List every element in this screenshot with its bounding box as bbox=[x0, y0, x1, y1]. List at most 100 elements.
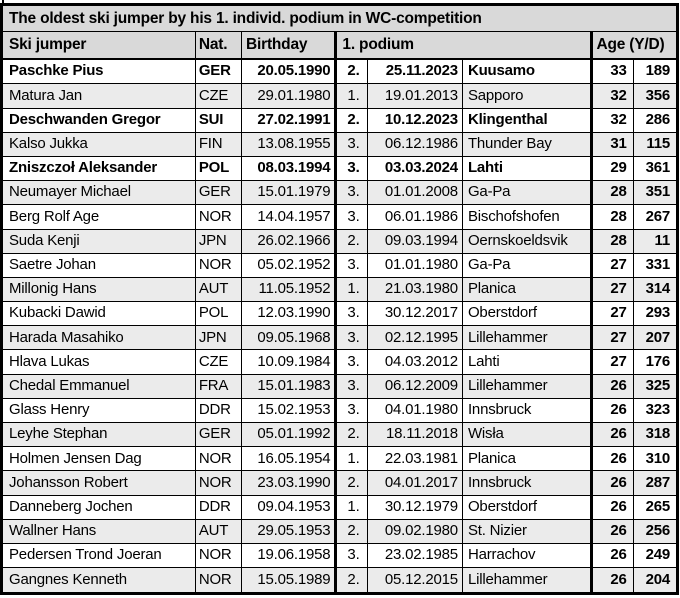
cell-age-days: 287 bbox=[632, 470, 679, 496]
table-row: Berg Rolf Age NOR 14.04.1957 3. 06.01.19… bbox=[1, 204, 679, 230]
cell-nationality: FRA bbox=[194, 373, 243, 399]
cell-podium-venue: St. Nizier bbox=[461, 518, 593, 544]
cell-age-years: 32 bbox=[590, 83, 634, 109]
table-row: Kalso Jukka FIN 13.08.1955 3. 06.12.1986… bbox=[1, 131, 679, 157]
cell-podium-place: 1. bbox=[335, 446, 368, 472]
cell-age-years: 26 bbox=[590, 518, 634, 544]
table-row: Chedal Emmanuel FRA 15.01.1983 3. 06.12.… bbox=[1, 373, 679, 399]
cell-podium-place: 1. bbox=[335, 276, 368, 303]
col-header-nationality: Nat. bbox=[194, 31, 243, 60]
cell-age-years: 27 bbox=[590, 301, 634, 327]
cell-birthday: 27.02.1991 bbox=[241, 107, 338, 133]
table-title: The oldest ski jumper by his 1. individ.… bbox=[1, 4, 678, 32]
cell-ski-jumper-name: Deschwanden Gregor bbox=[1, 107, 196, 133]
cell-podium-venue: Lahti bbox=[461, 349, 593, 375]
cell-birthday: 15.02.1953 bbox=[241, 397, 338, 424]
cell-nationality: POL bbox=[194, 301, 243, 327]
cell-podium-date: 06.12.1986 bbox=[366, 131, 463, 157]
cell-podium-date: 04.03.2012 bbox=[366, 349, 463, 375]
cell-age-days: 267 bbox=[632, 204, 679, 230]
cell-ski-jumper-name: Wallner Hans bbox=[1, 518, 196, 544]
cell-nationality: NOR bbox=[194, 567, 243, 594]
table-row: Neumayer Michael GER 15.01.1979 3. 01.01… bbox=[1, 180, 679, 206]
table-row: Gangnes Kenneth NOR 15.05.1989 2. 05.12.… bbox=[1, 567, 679, 594]
cell-age-years: 26 bbox=[590, 397, 634, 424]
cell-ski-jumper-name: Harada Masahiko bbox=[1, 325, 196, 351]
cell-birthday: 19.06.1958 bbox=[241, 542, 338, 569]
cell-ski-jumper-name: Kubacki Dawid bbox=[1, 301, 196, 327]
table-row: Glass Henry DDR 15.02.1953 3. 04.01.1980… bbox=[1, 397, 679, 424]
cell-age-years: 28 bbox=[590, 204, 634, 230]
cell-age-days: 189 bbox=[632, 58, 679, 85]
cell-podium-date: 02.12.1995 bbox=[366, 325, 463, 351]
cell-age-days: 176 bbox=[632, 349, 679, 375]
table-row: Saetre Johan NOR 05.02.1952 3. 01.01.198… bbox=[1, 252, 679, 278]
cell-nationality: CZE bbox=[194, 349, 243, 375]
cell-podium-date: 19.01.2013 bbox=[366, 83, 463, 109]
cell-age-days: 331 bbox=[632, 252, 679, 278]
cell-podium-place: 3. bbox=[335, 325, 368, 351]
cell-podium-date: 01.01.1980 bbox=[366, 252, 463, 278]
cell-podium-place: 3. bbox=[335, 252, 368, 278]
cell-nationality: JPN bbox=[194, 228, 243, 254]
cell-ski-jumper-name: Millonig Hans bbox=[1, 276, 196, 303]
cell-podium-venue: Oberstdorf bbox=[461, 494, 593, 520]
cell-nationality: GER bbox=[194, 58, 243, 85]
cell-age-days: 318 bbox=[632, 422, 679, 448]
cell-podium-date: 21.03.1980 bbox=[366, 276, 463, 303]
cell-nationality: NOR bbox=[194, 470, 243, 496]
cell-age-years: 31 bbox=[590, 131, 634, 157]
cell-podium-date: 05.12.2015 bbox=[366, 567, 463, 594]
cell-age-years: 27 bbox=[590, 276, 634, 303]
cell-podium-place: 3. bbox=[335, 131, 368, 157]
table-row: Harada Masahiko JPN 09.05.1968 3. 02.12.… bbox=[1, 325, 679, 351]
cell-podium-date: 30.12.1979 bbox=[366, 494, 463, 520]
cell-age-years: 27 bbox=[590, 349, 634, 375]
cell-podium-venue: Kuusamo bbox=[461, 58, 593, 85]
cell-ski-jumper-name: Saetre Johan bbox=[1, 252, 196, 278]
cell-ski-jumper-name: Paschke Pius bbox=[1, 58, 196, 85]
cell-podium-venue: Planica bbox=[461, 446, 593, 472]
cell-podium-date: 23.02.1985 bbox=[366, 542, 463, 569]
table-row: Pedersen Trond Joeran NOR 19.06.1958 3. … bbox=[1, 542, 679, 569]
cell-podium-venue: Innsbruck bbox=[461, 397, 593, 424]
cell-nationality: AUT bbox=[194, 276, 243, 303]
table-row: Wallner Hans AUT 29.05.1953 2. 09.02.198… bbox=[1, 518, 679, 544]
cell-birthday: 15.05.1989 bbox=[241, 567, 338, 594]
cell-podium-place: 3. bbox=[335, 180, 368, 206]
cell-podium-place: 3. bbox=[335, 349, 368, 375]
col-header-first-podium: 1. podium bbox=[335, 31, 593, 60]
cell-age-years: 28 bbox=[590, 180, 634, 206]
cell-podium-date: 06.12.2009 bbox=[366, 373, 463, 399]
table-body: Paschke Pius GER 20.05.1990 2. 25.11.202… bbox=[1, 58, 679, 594]
cell-ski-jumper-name: Zniszczoł Aleksander bbox=[1, 155, 196, 182]
cell-podium-venue: Klingenthal bbox=[461, 107, 593, 133]
cell-birthday: 10.09.1984 bbox=[241, 349, 338, 375]
cell-podium-date: 22.03.1981 bbox=[366, 446, 463, 472]
cell-podium-date: 04.01.2017 bbox=[366, 470, 463, 496]
cell-birthday: 05.01.1992 bbox=[241, 422, 338, 448]
cell-podium-place: 2. bbox=[335, 422, 368, 448]
cell-age-years: 26 bbox=[590, 446, 634, 472]
cell-podium-venue: Ga-Pa bbox=[461, 180, 593, 206]
cell-birthday: 13.08.1955 bbox=[241, 131, 338, 157]
table-row: Suda Kenji JPN 26.02.1966 2. 09.03.1994 … bbox=[1, 228, 679, 254]
cell-nationality: CZE bbox=[194, 83, 243, 109]
cell-nationality: GER bbox=[194, 422, 243, 448]
cell-podium-place: 2. bbox=[335, 58, 368, 85]
cell-age-days: 325 bbox=[632, 373, 679, 399]
col-header-ski-jumper: Ski jumper bbox=[1, 31, 196, 60]
cell-age-days: 323 bbox=[632, 397, 679, 424]
cell-birthday: 09.04.1953 bbox=[241, 494, 338, 520]
cell-birthday: 14.04.1957 bbox=[241, 204, 338, 230]
cell-birthday: 15.01.1983 bbox=[241, 373, 338, 399]
cell-age-years: 26 bbox=[590, 567, 634, 594]
cell-age-days: 351 bbox=[632, 180, 679, 206]
cell-podium-venue: Lahti bbox=[461, 155, 593, 182]
cell-podium-place: 2. bbox=[335, 470, 368, 496]
cell-age-years: 27 bbox=[590, 325, 634, 351]
cell-age-days: 115 bbox=[632, 131, 679, 157]
cell-podium-place: 2. bbox=[335, 107, 368, 133]
cell-nationality: AUT bbox=[194, 518, 243, 544]
